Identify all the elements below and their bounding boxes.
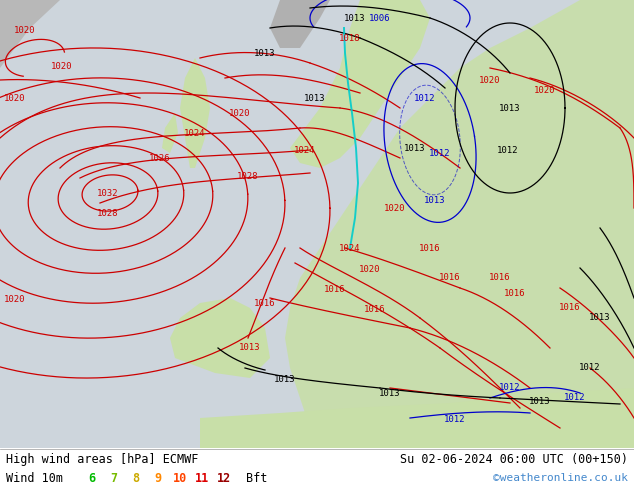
- Text: 1013: 1013: [304, 94, 326, 102]
- Polygon shape: [0, 0, 60, 68]
- Polygon shape: [200, 0, 634, 448]
- Text: 1012: 1012: [564, 393, 586, 402]
- Polygon shape: [180, 58, 210, 168]
- Text: 1020: 1020: [359, 266, 381, 274]
- Text: 1018: 1018: [339, 33, 361, 43]
- Text: 1016: 1016: [324, 286, 346, 294]
- Text: 1028: 1028: [237, 172, 259, 180]
- Polygon shape: [200, 388, 634, 448]
- Text: 1016: 1016: [419, 244, 441, 252]
- Text: 1024: 1024: [294, 146, 316, 154]
- Text: 1028: 1028: [97, 209, 119, 218]
- Text: 1012: 1012: [414, 94, 436, 102]
- Text: 6: 6: [88, 472, 96, 485]
- Text: 1026: 1026: [149, 153, 171, 163]
- Text: 1013: 1013: [424, 196, 446, 204]
- Polygon shape: [162, 113, 178, 153]
- Text: 1012: 1012: [497, 146, 519, 154]
- Text: 1020: 1020: [479, 75, 501, 84]
- Text: 1020: 1020: [230, 108, 251, 118]
- Text: 9: 9: [155, 472, 162, 485]
- Text: 1013: 1013: [404, 144, 426, 152]
- Text: 1016: 1016: [504, 289, 526, 297]
- Text: 1013: 1013: [254, 49, 276, 57]
- Text: Bft: Bft: [246, 472, 268, 485]
- Text: 1016: 1016: [365, 305, 385, 315]
- Text: 7: 7: [110, 472, 117, 485]
- Text: 1020: 1020: [14, 25, 36, 34]
- Text: 1020: 1020: [4, 295, 26, 304]
- Text: 1013: 1013: [379, 389, 401, 397]
- Polygon shape: [270, 0, 330, 48]
- Text: 1013: 1013: [275, 375, 295, 385]
- Text: 1013: 1013: [499, 103, 521, 113]
- Text: 1012: 1012: [429, 148, 451, 157]
- Text: 1032: 1032: [97, 189, 119, 197]
- Text: 1013: 1013: [529, 397, 551, 407]
- Text: 1020: 1020: [4, 94, 26, 102]
- Text: Wind 10m: Wind 10m: [6, 472, 63, 485]
- Polygon shape: [170, 298, 270, 378]
- Text: 1020: 1020: [534, 85, 556, 95]
- Text: 10: 10: [173, 472, 187, 485]
- Text: 1016: 1016: [439, 273, 461, 283]
- Text: 1024: 1024: [339, 244, 361, 252]
- Text: 1020: 1020: [51, 62, 73, 71]
- Text: 1013: 1013: [589, 314, 611, 322]
- Text: 1016: 1016: [559, 303, 581, 313]
- Text: 1006: 1006: [369, 14, 391, 23]
- Text: 1013: 1013: [344, 14, 366, 23]
- Text: 1020: 1020: [384, 203, 406, 213]
- Text: 12: 12: [217, 472, 231, 485]
- Text: 1012: 1012: [499, 384, 521, 392]
- Text: High wind areas [hPa] ECMWF: High wind areas [hPa] ECMWF: [6, 453, 198, 466]
- Text: 1012: 1012: [579, 364, 601, 372]
- Text: 1013: 1013: [239, 343, 261, 352]
- Text: 1016: 1016: [489, 273, 511, 283]
- Text: ©weatheronline.co.uk: ©weatheronline.co.uk: [493, 473, 628, 483]
- Polygon shape: [290, 0, 430, 168]
- Text: 1024: 1024: [184, 128, 206, 138]
- Text: Su 02-06-2024 06:00 UTC (00+150): Su 02-06-2024 06:00 UTC (00+150): [400, 453, 628, 466]
- Text: 1016: 1016: [254, 298, 276, 308]
- Text: 8: 8: [133, 472, 139, 485]
- Text: 1012: 1012: [444, 416, 466, 424]
- Text: 11: 11: [195, 472, 209, 485]
